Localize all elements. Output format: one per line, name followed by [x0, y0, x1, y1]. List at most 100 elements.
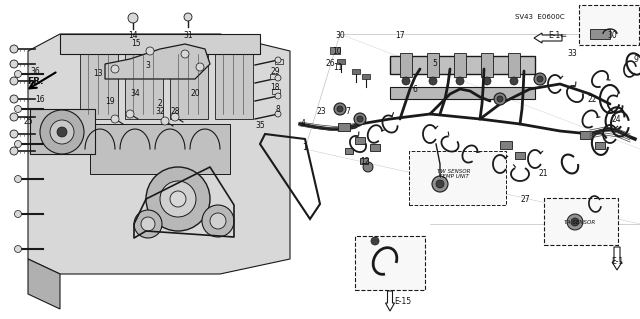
Circle shape	[202, 205, 234, 237]
Text: 21: 21	[538, 169, 548, 179]
Circle shape	[567, 214, 583, 230]
Text: 12: 12	[360, 158, 370, 167]
Bar	[272, 89, 280, 94]
Bar	[360, 158, 368, 164]
Bar	[427, 53, 439, 77]
Polygon shape	[28, 259, 60, 309]
FancyArrow shape	[534, 33, 562, 43]
Polygon shape	[215, 49, 253, 119]
Text: 10: 10	[332, 47, 342, 56]
Bar	[337, 59, 345, 64]
Text: 28: 28	[170, 107, 180, 115]
Circle shape	[57, 127, 67, 137]
Text: 3: 3	[145, 62, 150, 70]
Text: 34: 34	[130, 90, 140, 99]
Circle shape	[10, 45, 18, 53]
Circle shape	[15, 246, 22, 253]
Circle shape	[134, 210, 162, 238]
FancyBboxPatch shape	[409, 151, 506, 205]
Text: 30: 30	[335, 32, 345, 41]
Bar	[595, 142, 605, 149]
Text: 2: 2	[157, 100, 163, 108]
Circle shape	[537, 76, 543, 82]
Circle shape	[196, 63, 204, 71]
Circle shape	[402, 77, 410, 85]
Circle shape	[357, 116, 363, 122]
Text: 27: 27	[520, 195, 530, 204]
Text: 5: 5	[433, 60, 437, 69]
Circle shape	[10, 77, 18, 85]
Bar	[362, 74, 370, 79]
Text: 30: 30	[607, 32, 617, 41]
Text: 23: 23	[316, 108, 326, 116]
Bar	[270, 74, 278, 79]
Bar	[590, 29, 610, 39]
Circle shape	[181, 50, 189, 58]
Circle shape	[15, 211, 22, 218]
Text: 20: 20	[190, 90, 200, 99]
Text: 8: 8	[276, 105, 280, 114]
Circle shape	[160, 181, 196, 217]
Circle shape	[111, 65, 119, 73]
Bar	[338, 123, 350, 131]
Circle shape	[184, 13, 192, 21]
Circle shape	[10, 130, 18, 138]
Circle shape	[15, 140, 22, 147]
Bar	[275, 59, 283, 64]
Circle shape	[432, 176, 448, 192]
Circle shape	[429, 77, 437, 85]
Circle shape	[10, 147, 18, 155]
Polygon shape	[80, 49, 118, 119]
Circle shape	[15, 106, 22, 113]
Circle shape	[275, 111, 281, 117]
Text: 11: 11	[333, 63, 343, 71]
Text: 15: 15	[131, 40, 141, 48]
Bar	[345, 148, 353, 154]
Circle shape	[337, 106, 343, 112]
FancyBboxPatch shape	[355, 236, 425, 290]
Text: E-1: E-1	[611, 257, 623, 266]
Circle shape	[275, 93, 281, 99]
Circle shape	[10, 95, 18, 103]
Circle shape	[146, 167, 210, 231]
Text: 13: 13	[93, 70, 103, 78]
Polygon shape	[125, 49, 163, 119]
Circle shape	[497, 96, 503, 102]
FancyBboxPatch shape	[579, 5, 639, 45]
FancyArrow shape	[385, 291, 394, 311]
Text: E-1⇐: E-1⇐	[548, 32, 567, 41]
Bar	[400, 53, 412, 77]
Bar	[370, 144, 380, 151]
Circle shape	[456, 77, 464, 85]
Circle shape	[170, 191, 186, 207]
Circle shape	[126, 110, 134, 118]
Text: 31: 31	[183, 32, 193, 41]
Text: 36: 36	[30, 66, 40, 76]
Text: 18: 18	[270, 83, 280, 92]
Text: 33: 33	[567, 49, 577, 58]
Text: 25: 25	[23, 116, 33, 125]
Bar	[454, 53, 466, 77]
Bar	[330, 47, 340, 54]
Text: 7: 7	[346, 108, 351, 116]
Circle shape	[146, 47, 154, 55]
Circle shape	[483, 77, 491, 85]
Text: TW SENSOR
TEMP UNIT: TW SENSOR TEMP UNIT	[437, 169, 471, 179]
Polygon shape	[28, 34, 290, 274]
Text: 14: 14	[128, 32, 138, 41]
Text: 9: 9	[634, 56, 639, 64]
Circle shape	[171, 113, 179, 121]
Circle shape	[334, 103, 346, 115]
Polygon shape	[170, 49, 208, 119]
Circle shape	[161, 117, 169, 125]
Bar	[500, 141, 512, 149]
Text: 16: 16	[35, 94, 45, 103]
Text: 4: 4	[301, 120, 305, 129]
Circle shape	[40, 110, 84, 154]
Circle shape	[275, 75, 281, 81]
Circle shape	[10, 60, 18, 68]
Circle shape	[354, 113, 366, 125]
Circle shape	[534, 73, 546, 85]
Bar	[508, 53, 520, 77]
Bar	[515, 152, 525, 159]
